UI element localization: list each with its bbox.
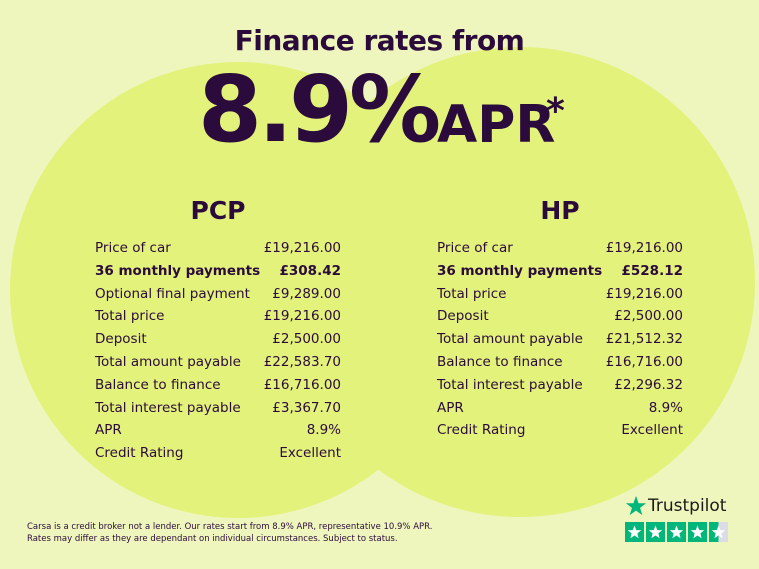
star — [627, 525, 642, 539]
row-label: Total interest payable — [437, 376, 583, 393]
hp-title: HP — [540, 196, 580, 225]
row-label: Total interest payable — [95, 399, 241, 416]
row-label: Total price — [95, 308, 165, 325]
row-value: £22,583.70 — [263, 354, 341, 370]
row-label: Balance to finance — [95, 376, 221, 393]
table-row: APR 8.9% — [95, 420, 341, 440]
row-value: £19,216.00 — [263, 308, 341, 325]
row-value: 8.9% — [648, 399, 683, 416]
table-row: Total price £19,216.00 — [437, 284, 683, 304]
table-row: Total amount payable £21,512.32 — [437, 329, 683, 349]
row-value: £16,716.00 — [263, 376, 341, 393]
rate: 8.9% — [198, 56, 441, 163]
table-row: 36 monthly payments £308.42 — [95, 261, 341, 281]
row-value: £2,296.32 — [614, 376, 683, 393]
apr: APR — [437, 95, 556, 155]
row-label: 36 monthly payments — [437, 262, 603, 279]
table-row: Price of car £19,216.00 — [437, 238, 683, 258]
row-value: £19,216.00 — [605, 240, 683, 256]
row-value: £21,512.32 — [605, 331, 683, 348]
row-value: £2,500.00 — [614, 308, 683, 325]
row-label: Total amount payable — [437, 331, 583, 348]
table-row: Total interest payable £3,367.70 — [95, 398, 341, 418]
row-label: Deposit — [95, 331, 147, 348]
star — [669, 525, 684, 539]
table-row: 36 monthly payments £528.12 — [437, 261, 683, 281]
row-value: £308.42 — [279, 262, 342, 279]
row-value: £2,500.00 — [272, 331, 341, 348]
trustpilot-stars — [625, 522, 728, 542]
table-row: Balance to finance £16,716.00 — [437, 352, 683, 372]
trustpilot-name: Trustpilot — [648, 496, 727, 516]
row-label: Total price — [437, 285, 507, 302]
pcp-title: PCP — [190, 196, 246, 225]
row-label: 36 monthly payments — [95, 262, 261, 279]
row-label: Balance to finance — [437, 354, 563, 370]
row-label: Credit Rating — [437, 422, 526, 439]
row-value: £9,289.00 — [272, 285, 341, 302]
table-row: Optional final payment £9,289.00 — [95, 284, 341, 304]
star — [690, 525, 705, 539]
row-label: Optional final payment — [95, 285, 250, 302]
row-value: £3,367.70 — [272, 399, 341, 416]
row-value: £16,716.00 — [605, 354, 683, 370]
row-label: Credit Rating — [95, 445, 184, 462]
trustpilot-logo — [625, 495, 647, 516]
star — [648, 525, 663, 539]
asterisk: * — [546, 91, 565, 132]
row-label: Deposit — [437, 308, 489, 325]
row-value: Excellent — [279, 445, 341, 462]
title: Finance rates from — [234, 24, 525, 57]
table-row: Credit Rating Excellent — [437, 420, 683, 440]
row-value: Excellent — [621, 422, 683, 439]
row-value: £19,216.00 — [605, 285, 683, 302]
star — [711, 525, 726, 539]
row-value: £19,216.00 — [263, 240, 341, 256]
table-row: Price of car £19,216.00 — [95, 238, 341, 258]
table-row: APR 8.9% — [437, 398, 683, 418]
row-value: £528.12 — [621, 262, 684, 279]
table-row: Deposit £2,500.00 — [95, 329, 341, 349]
disclaimer-line: Rates may differ as they are dependant o… — [27, 534, 398, 544]
row-value: 8.9% — [306, 422, 341, 439]
row-label: APR — [95, 422, 122, 439]
row-label: Price of car — [95, 240, 171, 256]
table-row: Credit Rating Excellent — [95, 443, 341, 463]
row-label: Price of car — [437, 240, 513, 256]
table-row: Total interest payable £2,296.32 — [437, 375, 683, 395]
table-row: Total amount payable £22,583.70 — [95, 352, 341, 372]
star-half — [709, 522, 719, 542]
table-row: Deposit £2,500.00 — [437, 306, 683, 326]
row-label: Total amount payable — [95, 354, 241, 370]
table-row: Balance to finance £16,716.00 — [95, 375, 341, 395]
row-label: APR — [437, 399, 464, 416]
disclaimer-line: Carsa is a credit broker not a lender. O… — [27, 522, 433, 532]
disclaimer: Carsa is a credit broker not a lender. O… — [27, 521, 432, 545]
table-row: Total price £19,216.00 — [95, 306, 341, 326]
